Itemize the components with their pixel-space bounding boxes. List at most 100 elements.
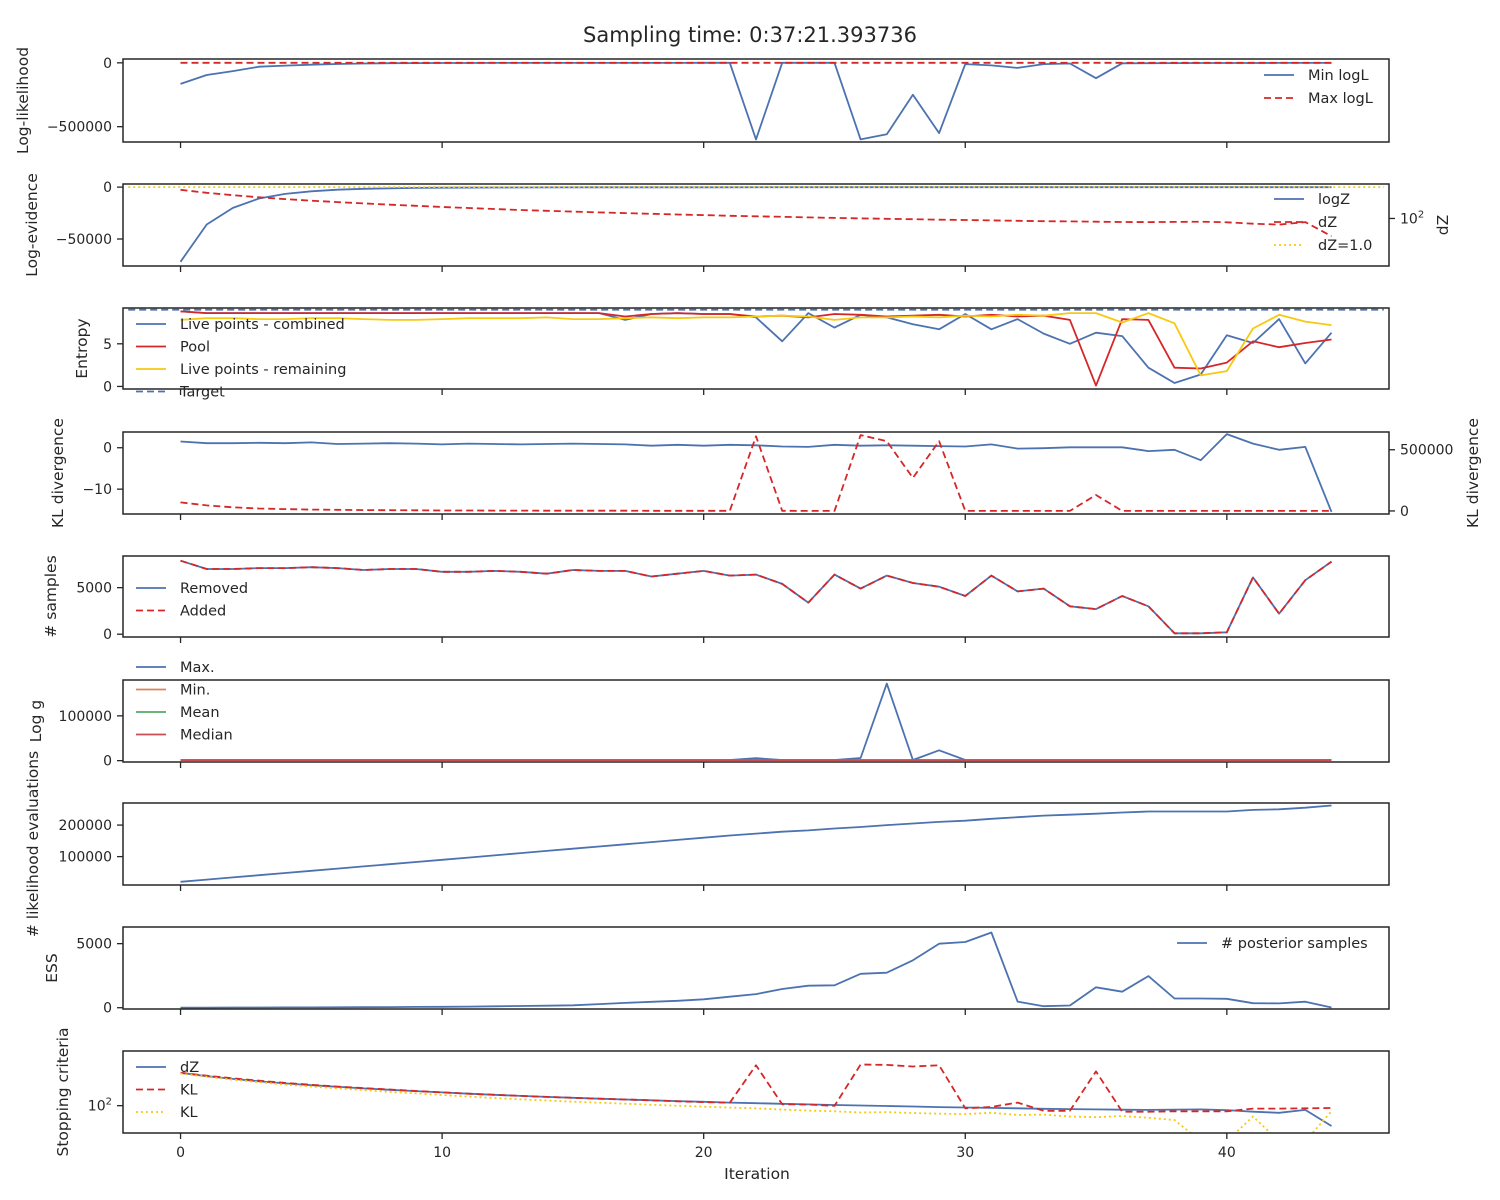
- plot-frame: [122, 1050, 1390, 1134]
- plot-frame: [122, 802, 1390, 886]
- series-group: [180, 682, 1332, 761]
- series-line-kl-divergence: [180, 433, 1333, 513]
- y-axis-label: Stopping criteria: [54, 1028, 72, 1157]
- subplot-5: 0 5000 # samples Removed Added: [42, 555, 1390, 643]
- legend-label: dZ: [1318, 215, 1337, 231]
- x-tick-label: 20: [695, 1145, 713, 1161]
- y-tick-label: 0: [103, 379, 112, 395]
- figure-title: Sampling time: 0:37:21.393736: [583, 23, 917, 47]
- legend-label: Target: [179, 385, 225, 401]
- subplot-2: 0 −50000 102 Log-evidence dZ logZ dZ dZ=1.0: [23, 173, 1452, 277]
- right-y-tick-label: 0: [1400, 504, 1409, 520]
- subplot-8: 0 5000 ESS # posterior samples: [43, 926, 1390, 1017]
- legend: # posterior samples: [1177, 936, 1368, 952]
- y-tick-label: 0: [103, 180, 112, 196]
- legend-label: Mean: [180, 705, 220, 721]
- legend-label: dZ=1.0: [1318, 238, 1372, 254]
- plot-frame: [122, 926, 1390, 1010]
- subplot-4: 0 −10 0 500000 KL divergence KL divergence: [49, 418, 1482, 528]
- plot-frame: [122, 431, 1390, 515]
- legend-label: Max logL: [1308, 91, 1373, 107]
- y-tick-label: 0: [103, 754, 112, 770]
- right-y-tick-label: 102: [1400, 209, 1424, 227]
- y-tick-label: −500000: [47, 120, 112, 136]
- y-tick-label: 0: [103, 441, 112, 457]
- y-tick-label: −50000: [56, 232, 112, 248]
- legend: Removed Added: [136, 581, 248, 620]
- series-line-max-: [180, 682, 1332, 761]
- x-tick-label: 40: [1218, 1145, 1236, 1161]
- x-tick-label: 10: [433, 1145, 451, 1161]
- legend-label: # posterior samples: [1221, 936, 1368, 952]
- y-tick-label: 100000: [59, 709, 112, 725]
- legend-label: Live points - remaining: [180, 362, 346, 378]
- series-group: [180, 1063, 1333, 1133]
- legend-label: Min logL: [1308, 68, 1369, 84]
- legend-label: Median: [180, 728, 233, 744]
- y-tick-label: 0: [103, 627, 112, 643]
- plot-frame: [122, 307, 1390, 390]
- series-group: [180, 931, 1332, 1009]
- plot-frame: [122, 679, 1390, 763]
- legend-label: Live points - combined: [180, 317, 345, 333]
- right-y-axis-label: KL divergence: [1464, 418, 1482, 528]
- y-axis-label: ESS: [43, 953, 61, 982]
- series-line-min-logl: [180, 61, 1332, 141]
- y-axis-label: Log g: [27, 700, 45, 742]
- series-line-live-points-remaining: [180, 312, 1332, 377]
- y-axis-label: # samples: [42, 555, 60, 637]
- subplot-6: 0 100000 Log g Max. Min. Mean Median: [27, 660, 1390, 770]
- series-group: [180, 61, 1332, 141]
- y-tick-label: −10: [82, 482, 112, 498]
- series-group: [180, 804, 1332, 883]
- legend: Live points - combined Pool Live points - …: [136, 317, 346, 401]
- plot-frame: [122, 58, 1390, 143]
- plot-frame: [122, 183, 1390, 267]
- y-tick-label: 200000: [59, 818, 112, 834]
- series-line-kl-divergence: [180, 434, 1332, 512]
- x-tick-label: 0: [176, 1145, 185, 1161]
- legend-label: Min.: [180, 683, 210, 699]
- plot-frame: [122, 555, 1390, 638]
- series-line-kl: [180, 1063, 1332, 1113]
- legend-label: Removed: [180, 581, 248, 597]
- legend: Max. Min. Mean Median: [136, 660, 233, 744]
- y-tick-label: 102: [88, 1097, 112, 1115]
- series-line--posterior-samples: [180, 931, 1332, 1009]
- y-axis-label: Log-likelihood: [14, 47, 32, 154]
- series-line-removed: [180, 559, 1333, 635]
- legend-label: dZ: [180, 1060, 199, 1076]
- y-tick-label: 5000: [76, 581, 112, 597]
- legend-label: Max.: [180, 660, 215, 676]
- legend-label: Pool: [180, 340, 210, 356]
- legend-label: KL: [180, 1105, 198, 1121]
- series-line-dz: [180, 188, 1332, 237]
- y-tick-label: 0: [103, 56, 112, 72]
- series-group: [180, 433, 1333, 513]
- series-group: [128, 186, 1384, 263]
- right-y-axis-label: dZ: [1434, 215, 1452, 235]
- right-y-tick-label: 500000: [1400, 443, 1453, 459]
- series-line-likelihood-evaluations: [180, 804, 1332, 883]
- y-tick-label: 0: [103, 1001, 112, 1017]
- y-axis-label: Log-evidence: [23, 173, 41, 277]
- x-axis-label: Iteration: [724, 1165, 790, 1183]
- legend-label: logZ: [1318, 192, 1350, 208]
- legend: Min logL Max logL: [1264, 68, 1373, 107]
- legend-label: KL: [180, 1083, 198, 1099]
- y-tick-label: 100000: [59, 850, 112, 866]
- y-axis-label: Entropy: [73, 318, 91, 378]
- legend: dZ KL KL: [136, 1060, 199, 1121]
- subplot-7: 100000 200000 # likelihood evaluations: [24, 751, 1390, 937]
- series-line-kl: [180, 1072, 1333, 1133]
- series-group: [128, 308, 1384, 387]
- y-axis-label: KL divergence: [49, 418, 67, 528]
- legend-label: Added: [180, 604, 226, 620]
- series-line-dz: [180, 1071, 1332, 1127]
- subplot-1: 0 −500000 Log-likelihood Min logL Max logL: [14, 47, 1390, 154]
- y-tick-label: 5000: [76, 937, 112, 953]
